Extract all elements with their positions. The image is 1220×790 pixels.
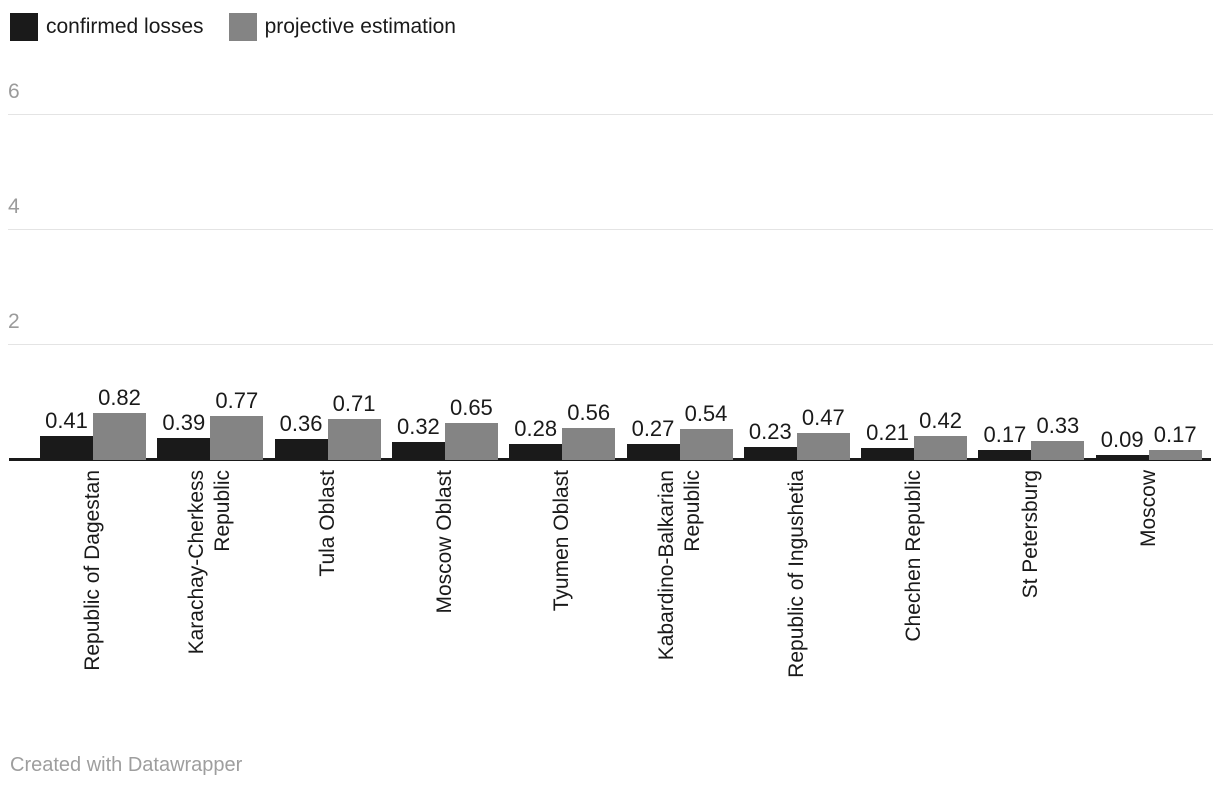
category-label: St Petersburg (1019, 470, 1043, 599)
value-label: 0.33 (1036, 413, 1080, 439)
category-label: Karachay-Cherkess Republic (185, 470, 235, 655)
bar-confirmed-losses: 0.39 (157, 411, 211, 460)
bar-projective-estimation: 0.17 (1148, 424, 1202, 460)
bar-projective-estimation: 0.54 (679, 402, 733, 460)
value-label: 0.56 (567, 399, 611, 425)
bar-confirmed-losses: 0.21 (861, 421, 915, 460)
bar-projective-estimation: 0.42 (914, 409, 968, 460)
bar-projective-estimation: 0.33 (1031, 415, 1085, 460)
value-label: 0.54 (684, 400, 728, 426)
bar-confirmed-losses: 0.32 (391, 415, 445, 460)
y-tick-label: 2 (8, 310, 20, 333)
category-label: Republic of Ingushetia (784, 470, 808, 678)
bar-confirmed-losses: 0.36 (274, 413, 328, 460)
y-tick-label: 6 (8, 80, 20, 103)
bar-group: 0.27 0.54 (626, 402, 733, 460)
value-label: 0.17 (1153, 422, 1197, 448)
category-label: Tyumen Oblast (550, 470, 574, 612)
legend: confirmed losses projective estimation (10, 13, 456, 41)
bar-group: 0.28 0.56 (509, 401, 616, 460)
datawrapper-credit-link[interactable]: Created with Datawrapper (10, 754, 243, 776)
bar-group: 0.17 0.33 (978, 415, 1085, 460)
gridline-y2 (8, 344, 1213, 345)
bar-confirmed-losses: 0.17 (978, 424, 1032, 460)
value-label: 0.42 (919, 407, 963, 433)
legend-item-confirmed-losses: confirmed losses (10, 13, 204, 41)
y-tick-label: 4 (8, 195, 20, 218)
bar-group: 0.09 0.17 (1095, 424, 1202, 460)
plot-area: 2 4 6 0.41 0.82 0.39 0.77 0.36 0.71 0.32 0.65 0.28 0… (8, 80, 1213, 461)
bar-projective-estimation: 0.56 (562, 401, 616, 460)
category-label: Republic of Dagestan (81, 470, 104, 671)
value-label: 0.32 (396, 413, 440, 439)
category-label: Chechen Republic (902, 470, 926, 642)
gridline-y6 (8, 114, 1213, 115)
legend-label: confirmed losses (46, 15, 204, 38)
bar-confirmed-losses: 0.41 (40, 410, 93, 460)
legend-swatch-projective-estimation (228, 13, 257, 41)
bar-group: 0.36 0.71 (274, 393, 381, 460)
value-label: 0.77 (215, 387, 259, 413)
bar-group: 0.21 0.42 (861, 409, 968, 460)
bar-group: 0.23 0.47 (743, 406, 850, 460)
gridline-y4 (8, 229, 1213, 230)
value-label: 0.47 (801, 404, 845, 430)
value-label: 0.71 (332, 391, 376, 417)
value-label: 0.82 (98, 384, 141, 410)
legend-label: projective estimation (264, 15, 456, 38)
category-label: Tula Oblast (315, 470, 339, 577)
bar-group: 0.32 0.65 (391, 396, 498, 460)
legend-swatch-confirmed-losses (10, 13, 38, 41)
category-label: Moscow (1136, 470, 1160, 548)
value-label: 0.17 (983, 422, 1027, 448)
value-label: 0.23 (748, 418, 792, 444)
bar-projective-estimation: 0.77 (210, 389, 264, 460)
value-label: 0.39 (162, 409, 206, 435)
legend-item-projective-estimation: projective estimation (228, 13, 456, 41)
value-label: 0.41 (45, 408, 88, 434)
bar-confirmed-losses: 0.09 (1095, 428, 1149, 460)
value-label: 0.21 (866, 419, 910, 445)
bar-confirmed-losses: 0.28 (509, 417, 563, 460)
category-label: Kabardino-Balkarian Republic (654, 470, 704, 661)
bar-projective-estimation: 0.82 (93, 386, 146, 460)
bar-confirmed-losses: 0.23 (743, 420, 797, 460)
bar-group: 0.39 0.77 (157, 389, 264, 460)
bar-projective-estimation: 0.47 (796, 406, 850, 460)
bar-projective-estimation: 0.71 (327, 393, 381, 460)
value-label: 0.36 (279, 411, 323, 437)
value-label: 0.65 (449, 394, 493, 420)
category-label: Moscow Oblast (432, 470, 456, 614)
bar-confirmed-losses: 0.27 (626, 418, 680, 460)
value-label: 0.28 (514, 415, 558, 441)
bar-projective-estimation: 0.65 (444, 396, 498, 460)
value-label: 0.27 (631, 416, 675, 442)
value-label: 0.09 (1100, 426, 1144, 452)
bar-group: 0.41 0.82 (40, 386, 146, 460)
